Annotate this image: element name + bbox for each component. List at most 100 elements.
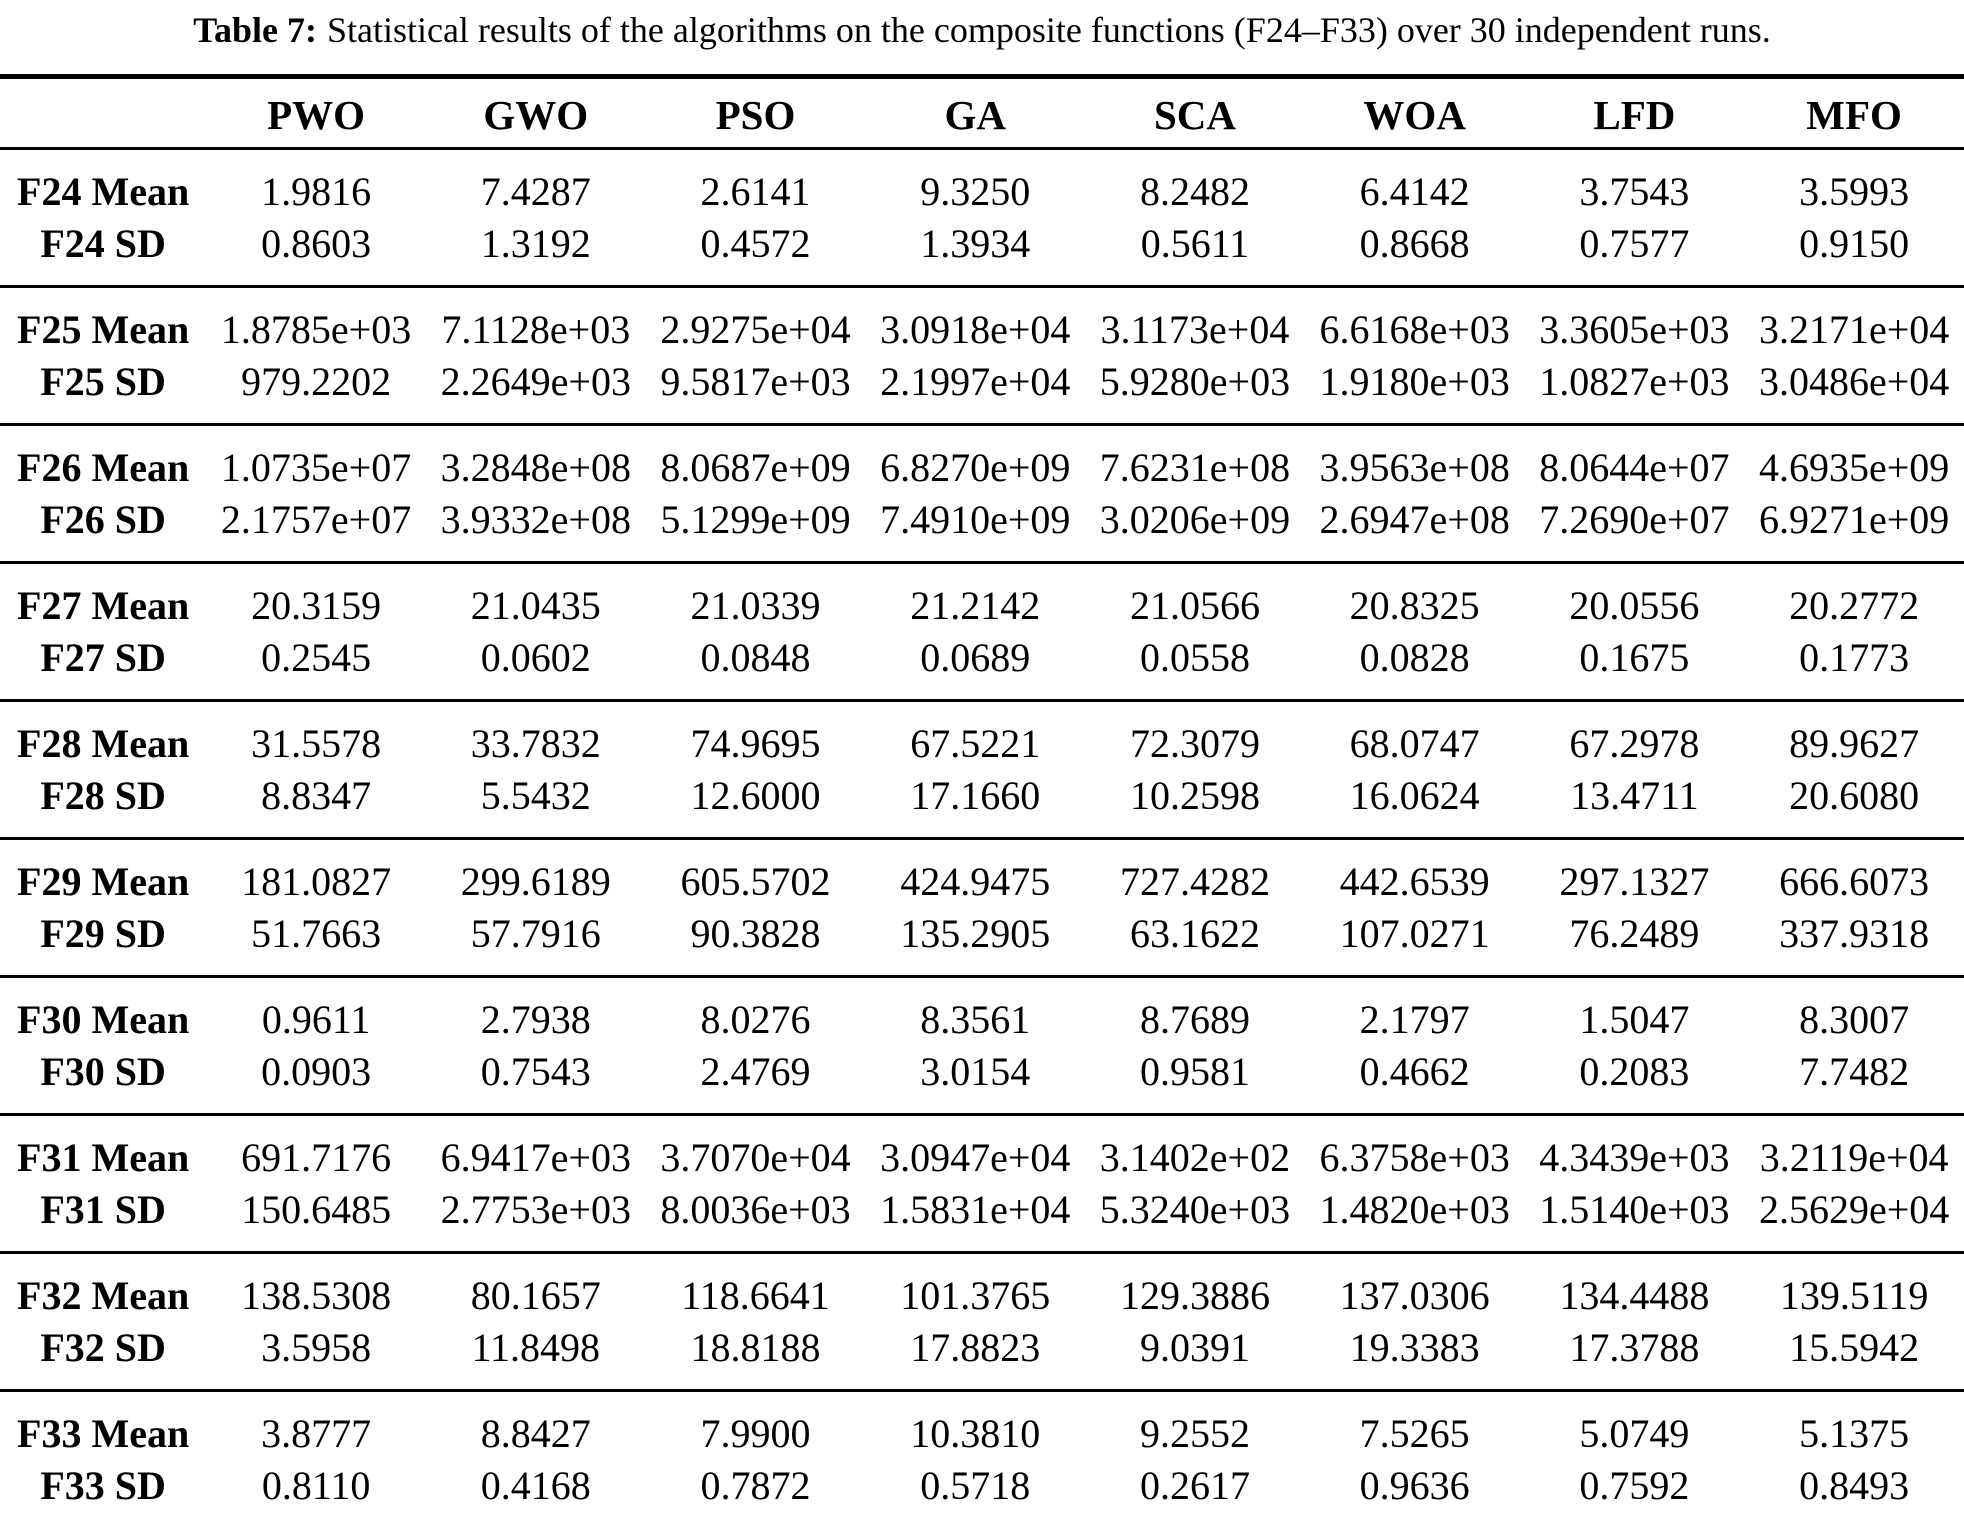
value-cell: 80.1657 bbox=[470, 1273, 601, 1318]
value-cell: 0.2617 bbox=[1139, 1463, 1250, 1508]
value-cell: 6.3758e+03 bbox=[1319, 1135, 1510, 1180]
value-cell: 6.8270e+09 bbox=[880, 445, 1071, 490]
value-cell: 10.2598 bbox=[1129, 773, 1260, 818]
value-cell: 2.7753e+03 bbox=[440, 1187, 631, 1232]
value-cell: 0.0903 bbox=[261, 1049, 372, 1094]
value-cell: 0.2083 bbox=[1579, 1049, 1690, 1094]
table-row: F25 Mean 1.8785e+03 7.1128e+03 2.9275e+04 3.… bbox=[0, 287, 1964, 357]
value-cell: 3.0206e+09 bbox=[1099, 497, 1291, 542]
table-row: F25 SD 979.2202 2.2649e+03 9.5817e+03 2.1997… bbox=[0, 356, 1964, 425]
value-cell: 5.3240e+03 bbox=[1099, 1187, 1291, 1232]
value-cell: 16.0624 bbox=[1349, 773, 1480, 818]
value-cell: 89.9627 bbox=[1789, 721, 1920, 766]
results-table: PWO GWO PSO GA SCA WOA LFD MFO F24 Mean 1… bbox=[0, 74, 1964, 1521]
value-cell: 7.2690e+07 bbox=[1539, 497, 1730, 542]
row-label: F29 Mean bbox=[17, 859, 190, 904]
value-cell: 67.2978 bbox=[1569, 721, 1700, 766]
value-cell: 0.4168 bbox=[480, 1463, 591, 1508]
value-cell: 0.9636 bbox=[1359, 1463, 1470, 1508]
value-cell: 7.6231e+08 bbox=[1099, 445, 1291, 490]
row-label: F27 Mean bbox=[17, 583, 190, 628]
table-row: F27 SD 0.2545 0.0602 0.0848 0.0689 0.0558 0.08… bbox=[0, 632, 1964, 701]
value-cell: 51.7663 bbox=[251, 911, 382, 956]
value-cell: 8.2482 bbox=[1139, 169, 1250, 214]
value-cell: 0.7872 bbox=[700, 1463, 811, 1508]
value-cell: 5.1299e+09 bbox=[660, 497, 851, 542]
table-row: F32 Mean 138.5308 80.1657 118.6641 101.3765 1… bbox=[0, 1253, 1964, 1323]
value-cell: 7.5265 bbox=[1359, 1411, 1470, 1456]
value-cell: 3.5993 bbox=[1799, 169, 1910, 214]
value-cell: 8.3561 bbox=[920, 997, 1031, 1042]
value-cell: 1.8785e+03 bbox=[220, 307, 412, 352]
value-cell: 8.0276 bbox=[700, 997, 811, 1042]
value-cell: 7.4287 bbox=[480, 169, 591, 214]
value-cell: 135.2905 bbox=[900, 911, 1051, 956]
table-row: F24 SD 0.8603 1.3192 0.4572 1.3934 0.5611 0.86… bbox=[0, 218, 1964, 287]
value-cell: 3.0947e+04 bbox=[880, 1135, 1071, 1180]
value-cell: 0.1773 bbox=[1799, 635, 1910, 680]
row-label: F32 Mean bbox=[17, 1273, 190, 1318]
value-cell: 7.9900 bbox=[700, 1411, 811, 1456]
value-cell: 605.5702 bbox=[680, 859, 831, 904]
value-cell: 3.7543 bbox=[1579, 169, 1690, 214]
value-cell: 31.5578 bbox=[251, 721, 382, 766]
value-cell: 68.0747 bbox=[1349, 721, 1480, 766]
row-label: F28 SD bbox=[40, 773, 166, 818]
value-cell: 12.6000 bbox=[690, 773, 821, 818]
row-label: F31 Mean bbox=[17, 1135, 190, 1180]
row-label: F32 SD bbox=[40, 1325, 166, 1370]
value-cell: 1.9816 bbox=[261, 169, 372, 214]
value-cell: 101.3765 bbox=[900, 1273, 1051, 1318]
table-row: F26 SD 2.1757e+07 3.9332e+08 5.1299e+09 7.49… bbox=[0, 494, 1964, 563]
value-cell: 76.2489 bbox=[1569, 911, 1700, 956]
header-cell-ga: GA bbox=[944, 92, 1006, 138]
row-label: F25 Mean bbox=[17, 307, 190, 352]
value-cell: 137.0306 bbox=[1339, 1273, 1490, 1318]
table-row: F33 SD 0.8110 0.4168 0.7872 0.5718 0.2617 0.96… bbox=[0, 1460, 1964, 1521]
value-cell: 20.8325 bbox=[1349, 583, 1480, 628]
value-cell: 5.9280e+03 bbox=[1099, 359, 1291, 404]
value-cell: 9.5817e+03 bbox=[660, 359, 851, 404]
value-cell: 0.0828 bbox=[1359, 635, 1470, 680]
value-cell: 0.2545 bbox=[261, 635, 372, 680]
value-cell: 67.5221 bbox=[910, 721, 1041, 766]
value-cell: 134.4488 bbox=[1559, 1273, 1710, 1318]
row-label: F24 Mean bbox=[17, 169, 190, 214]
value-cell: 1.5047 bbox=[1579, 997, 1690, 1042]
value-cell: 6.4142 bbox=[1359, 169, 1470, 214]
value-cell: 9.2552 bbox=[1139, 1411, 1250, 1456]
value-cell: 63.1622 bbox=[1129, 911, 1260, 956]
table-row: F24 Mean 1.9816 7.4287 2.6141 9.3250 8.2482 6.… bbox=[0, 149, 1964, 219]
value-cell: 8.0036e+03 bbox=[660, 1187, 851, 1232]
value-cell: 1.0827e+03 bbox=[1539, 359, 1730, 404]
table-row: F31 Mean 691.7176 6.9417e+03 3.7070e+04 3.09… bbox=[0, 1115, 1964, 1185]
value-cell: 0.0689 bbox=[920, 635, 1031, 680]
value-cell: 21.0339 bbox=[690, 583, 821, 628]
value-cell: 4.6935e+09 bbox=[1758, 445, 1950, 490]
value-cell: 20.0556 bbox=[1569, 583, 1700, 628]
value-cell: 297.1327 bbox=[1559, 859, 1710, 904]
value-cell: 2.1797 bbox=[1359, 997, 1470, 1042]
table-row: F29 Mean 181.0827 299.6189 605.5702 424.9475… bbox=[0, 839, 1964, 909]
value-cell: 10.3810 bbox=[910, 1411, 1041, 1456]
row-label: F30 SD bbox=[40, 1049, 166, 1094]
value-cell: 3.2119e+04 bbox=[1759, 1135, 1949, 1180]
value-cell: 8.7689 bbox=[1139, 997, 1250, 1042]
value-cell: 17.3788 bbox=[1569, 1325, 1700, 1370]
value-cell: 8.0687e+09 bbox=[660, 445, 851, 490]
value-cell: 2.6141 bbox=[700, 169, 811, 214]
row-label: F25 SD bbox=[40, 359, 166, 404]
table-caption-label: Table 7: bbox=[193, 10, 317, 50]
value-cell: 979.2202 bbox=[241, 359, 392, 404]
value-cell: 3.0154 bbox=[920, 1049, 1031, 1094]
value-cell: 2.7938 bbox=[480, 997, 591, 1042]
row-label: F30 Mean bbox=[17, 997, 190, 1042]
value-cell: 3.9332e+08 bbox=[440, 497, 631, 542]
value-cell: 20.3159 bbox=[251, 583, 382, 628]
value-cell: 3.8777 bbox=[261, 1411, 372, 1456]
value-cell: 20.2772 bbox=[1789, 583, 1920, 628]
table-row: F26 Mean 1.0735e+07 3.2848e+08 8.0687e+09 6.… bbox=[0, 425, 1964, 495]
value-cell: 2.4769 bbox=[700, 1049, 811, 1094]
table-row: F27 Mean 20.3159 21.0435 21.0339 21.2142 21.0… bbox=[0, 563, 1964, 633]
